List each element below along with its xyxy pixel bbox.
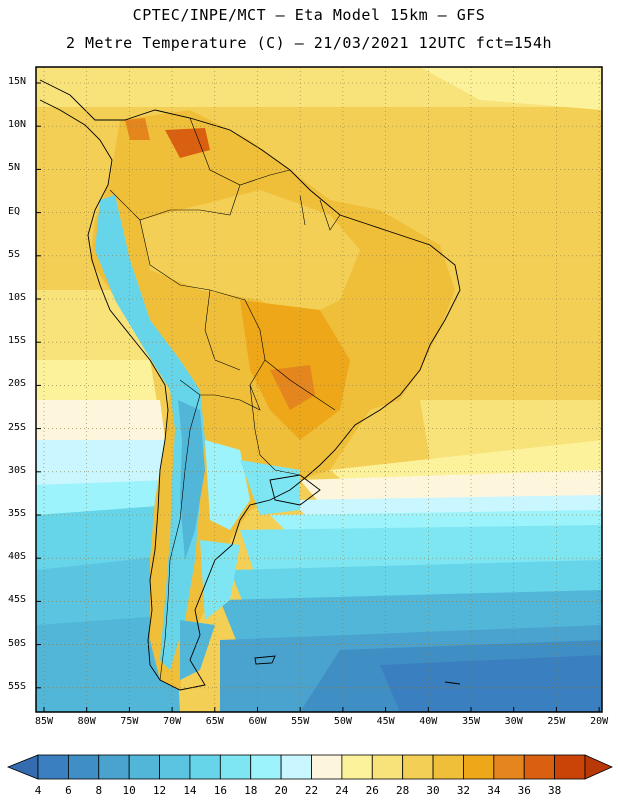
- title-line-1: CPTEC/INPE/MCT – Eta Model 15km – GFS: [132, 6, 486, 24]
- colorbar-label: 14: [183, 784, 197, 797]
- colorbar-label: 32: [456, 784, 471, 797]
- colorbar-swatch: [250, 754, 282, 780]
- lat-label: 20S: [8, 378, 27, 390]
- lon-label: 40W: [419, 716, 438, 727]
- lat-label: EQ: [8, 205, 21, 217]
- lat-label: 55S: [8, 680, 27, 692]
- colorbar-label: 34: [487, 784, 501, 797]
- colorbar-under-arrow: [6, 754, 39, 780]
- lat-label: 15S: [8, 335, 27, 347]
- lon-label: 65W: [205, 716, 224, 727]
- colorbar-swatch: [554, 754, 586, 780]
- colorbar-label: 12: [152, 784, 167, 797]
- lon-label: 50W: [333, 716, 352, 727]
- lon-label: 75W: [120, 716, 139, 727]
- lon-label: 55W: [291, 716, 310, 727]
- colorbar-swatch: [311, 754, 343, 780]
- colorbar-swatch: [341, 754, 373, 780]
- map-frame: [35, 66, 603, 713]
- lon-label: 20W: [590, 716, 609, 727]
- lat-label: 5S: [8, 248, 21, 260]
- lat-label: 45S: [8, 594, 27, 606]
- colorbar-swatch: [219, 754, 252, 780]
- colorbar-label: 36: [517, 784, 531, 797]
- lat-label: 10S: [8, 292, 27, 303]
- lon-label: 25W: [547, 716, 566, 727]
- colorbar-label: 30: [426, 784, 440, 797]
- colorbar-swatch: [128, 754, 160, 780]
- colorbar-over-arrow: [584, 754, 613, 780]
- colorbar-label: 20: [274, 784, 288, 797]
- colorbar-label: 38: [547, 784, 562, 797]
- lon-label: 30W: [504, 716, 523, 727]
- colorbar-swatch: [432, 754, 464, 780]
- axis-ticks: [36, 82, 600, 712]
- lat-label: 5N: [8, 162, 21, 174]
- colorbar-swatch: [463, 754, 495, 780]
- lon-label: 70W: [163, 716, 182, 727]
- lon-label: 60W: [248, 716, 267, 727]
- colorbar-label: 28: [396, 784, 410, 797]
- colorbar-swatch: [159, 754, 191, 780]
- lon-label: 45W: [376, 716, 395, 727]
- colorbar-swatch: [402, 754, 434, 780]
- lat-label: 35S: [8, 508, 27, 519]
- lat-label: 40S: [8, 551, 27, 563]
- lat-label: 10N: [8, 119, 27, 131]
- colorbar-label: 4: [34, 784, 42, 797]
- colorbar-swatch: [523, 754, 556, 780]
- colorbar-label: 18: [244, 784, 258, 797]
- colorbar-swatch: [371, 754, 404, 780]
- lon-label: 35W: [461, 716, 481, 727]
- colorbar-swatch: [98, 754, 130, 780]
- colorbar-label: 6: [65, 784, 72, 797]
- lat-label: 50S: [8, 637, 27, 649]
- colorbar-label: 24: [335, 784, 349, 797]
- colorbar-label: 26: [365, 784, 379, 797]
- title-line-2: 2 Metre Temperature (C) – 21/03/2021 12U…: [65, 34, 553, 52]
- colorbar-swatch: [67, 754, 100, 780]
- colorbar-swatch: [37, 754, 69, 780]
- colorbar-swatch: [493, 754, 525, 780]
- colorbar-label: 16: [213, 784, 227, 797]
- lat-label: 25S: [8, 421, 27, 433]
- lon-label: 80W: [77, 716, 96, 727]
- lat-label: 15N: [8, 76, 27, 87]
- colorbar-swatch: [280, 754, 312, 780]
- temperature-field: [36, 67, 602, 712]
- colorbar: [6, 754, 613, 780]
- colorbar-swatch: [189, 754, 221, 780]
- colorbar-label: 8: [95, 784, 103, 797]
- colorbar-label: 22: [304, 784, 319, 797]
- colorbar-label: 10: [122, 784, 136, 797]
- lon-label: 85W: [34, 716, 54, 727]
- lat-label: 30S: [8, 464, 27, 476]
